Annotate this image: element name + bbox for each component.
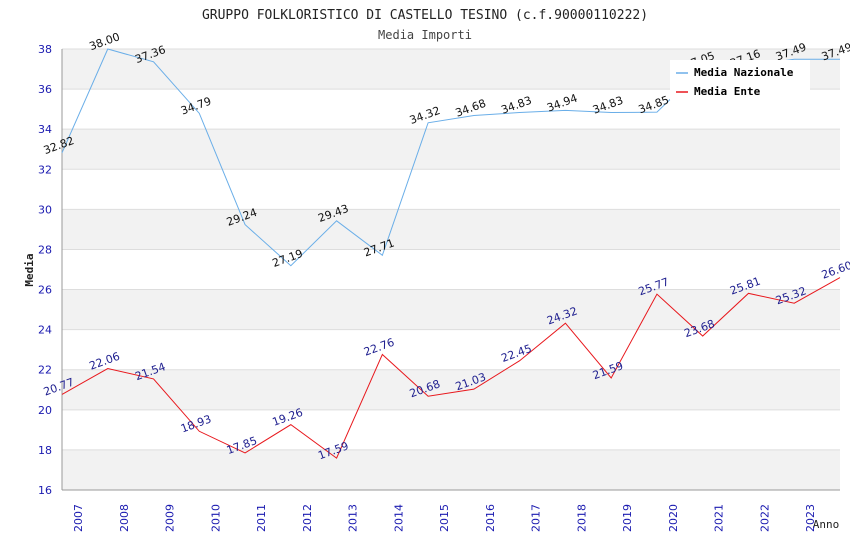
x-tick-label: 2017 [530,504,543,532]
y-axis-label: Media [23,253,36,286]
data-label: 18.93 [179,412,213,435]
y-tick-label: 28 [38,243,52,256]
data-label: 34.83 [499,94,533,117]
x-tick-label: 2010 [209,504,222,532]
series-line-media-ente [61,277,841,459]
x-tick-label: 2016 [484,504,497,532]
y-tick-label: 32 [38,163,52,176]
x-tick-label: 2008 [118,504,131,532]
data-label: 34.79 [179,95,213,118]
y-tick-label: 26 [38,284,52,297]
legend-label-media-nazionale[interactable]: Media Nazionale [694,66,794,79]
x-tick-label: 2019 [621,504,634,532]
y-tick-label: 38 [38,43,52,56]
y-tick-label: 36 [38,83,52,96]
x-tick-label: 2014 [392,504,405,532]
chart-title: GRUPPO FOLKLORISTICO DI CASTELLO TESINO … [202,8,648,23]
data-label: 22.45 [499,342,533,365]
x-tick-label: 2011 [255,504,268,532]
grid-band [62,289,840,330]
grid-band [62,449,840,490]
legend[interactable]: Media Nazionale Media Ente [670,60,810,100]
legend-label-media-ente[interactable]: Media Ente [694,85,761,98]
grid-band [62,369,840,410]
data-label: 27.19 [271,247,305,270]
x-tick-label: 2009 [164,504,177,532]
x-tick-label: 2023 [804,504,817,532]
data-label: 34.32 [408,104,442,127]
x-axis-label: Anno [813,518,840,531]
data-label: 34.85 [637,93,671,116]
x-tick-label: 2022 [758,504,771,532]
y-tick-label: 18 [38,444,52,457]
y-tick-label: 34 [38,123,52,136]
y-tick-label: 20 [38,404,52,417]
x-tick-label: 2018 [575,504,588,532]
x-tick-label: 2021 [713,504,726,532]
y-tick-labels: 16 18 20 22 24 26 28 30 32 34 36 38 [38,43,52,497]
x-tick-label: 2015 [438,504,451,532]
legend-box [670,60,810,100]
y-tick-label: 22 [38,364,52,377]
y-tick-label: 30 [38,203,52,216]
data-label: 26.60 [820,259,850,282]
axes [61,49,840,491]
x-tick-labels: 2007 2008 2009 2010 2011 2012 2013 2014 2015 2016… [72,504,817,532]
data-label: 22.76 [362,336,396,359]
x-tick-label: 2012 [301,504,314,532]
data-label: 34.83 [591,94,625,117]
y-tick-label: 16 [38,484,52,497]
grid-band [62,209,840,250]
y-tick-label: 24 [38,324,52,337]
x-tick-label: 2007 [72,504,85,532]
x-tick-label: 2020 [667,504,680,532]
grid-band [62,129,840,170]
x-tick-label: 2013 [347,504,360,532]
chart-subtitle: Media Importi [378,28,472,42]
